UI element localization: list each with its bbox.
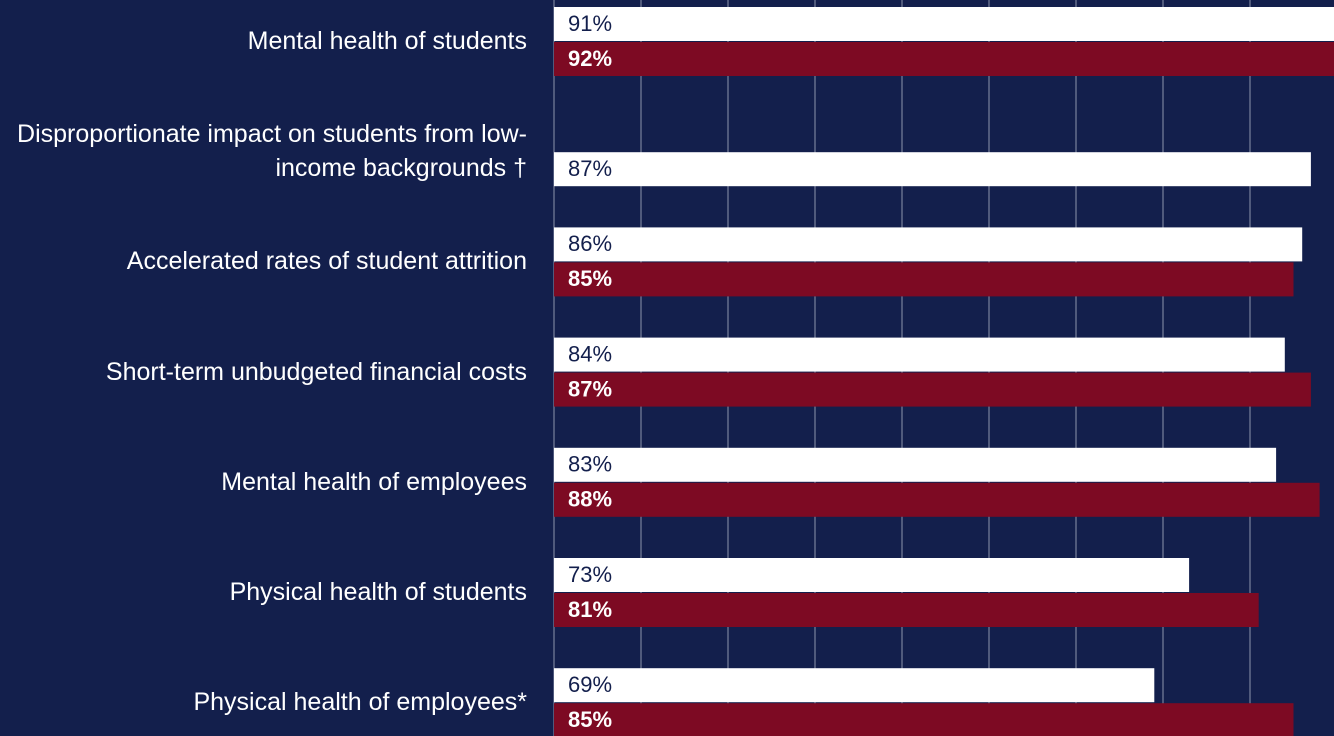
value-label: 83% bbox=[568, 452, 612, 477]
value-label: 87% bbox=[568, 376, 612, 401]
category-label: Disproportionate impact on students from… bbox=[17, 120, 527, 183]
value-label: 87% bbox=[568, 156, 612, 181]
bar bbox=[554, 262, 1294, 297]
bar bbox=[554, 558, 1190, 592]
bar bbox=[554, 372, 1311, 407]
value-label: 91% bbox=[568, 11, 612, 36]
value-label: 88% bbox=[568, 487, 612, 512]
bar bbox=[554, 7, 1334, 41]
bar bbox=[554, 593, 1259, 627]
value-label: 86% bbox=[568, 231, 612, 256]
value-label: 84% bbox=[568, 341, 612, 366]
category-label: Mental health of students bbox=[247, 27, 527, 55]
value-label: 92% bbox=[568, 46, 612, 71]
bar bbox=[554, 482, 1320, 517]
bar bbox=[554, 227, 1303, 262]
bar bbox=[554, 668, 1155, 703]
bar bbox=[554, 42, 1334, 76]
bar bbox=[554, 337, 1285, 372]
bar bbox=[554, 703, 1294, 736]
category-label: Physical health of employees* bbox=[193, 688, 527, 717]
bar bbox=[554, 152, 1311, 187]
value-label: 73% bbox=[568, 562, 612, 587]
category-label: Mental health of employees bbox=[221, 467, 527, 496]
value-label: 85% bbox=[568, 266, 612, 291]
value-label: 81% bbox=[568, 597, 612, 622]
value-label: 85% bbox=[568, 707, 612, 732]
category-label: Physical health of students bbox=[229, 578, 527, 606]
category-label: Accelerated rates of student attrition bbox=[126, 247, 527, 276]
bar bbox=[554, 447, 1277, 482]
category-label: Short-term unbudgeted financial costs bbox=[105, 357, 527, 386]
value-label: 69% bbox=[568, 672, 612, 697]
